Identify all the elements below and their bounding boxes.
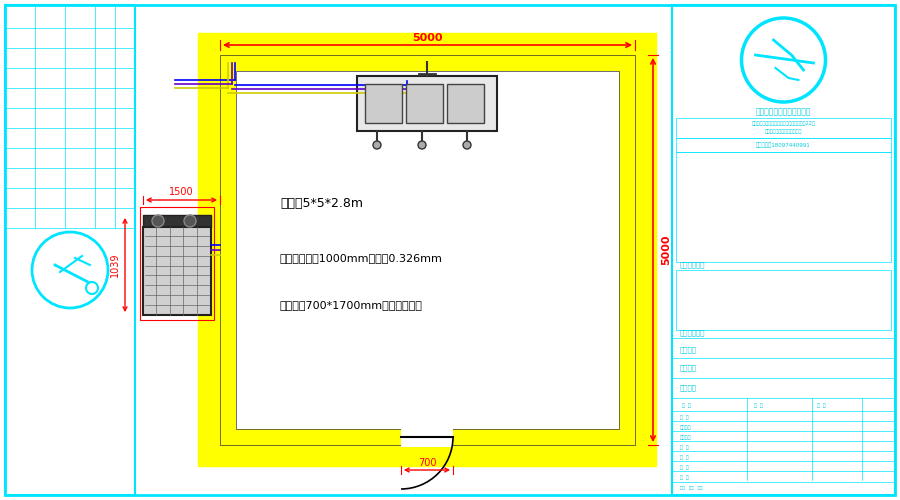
Bar: [357, 76, 497, 131]
Text: 组织单位特级: 组织单位特级: [680, 330, 706, 336]
Bar: [220, 55, 635, 445]
Bar: [5, 5, 135, 495]
Text: 1500: 1500: [169, 187, 194, 197]
Circle shape: [373, 141, 381, 149]
Text: 5000: 5000: [412, 33, 443, 43]
Bar: [676, 118, 891, 138]
Text: 建筑名称: 建筑名称: [680, 346, 697, 354]
Text: 工程名称: 工程名称: [680, 364, 697, 372]
Text: 负  责: 负 责: [680, 414, 688, 420]
Text: 安徽广播电视桐城分公司旁边: 安徽广播电视桐城分公司旁边: [765, 130, 802, 134]
Text: 职  责: 职 责: [682, 402, 691, 407]
Circle shape: [184, 215, 196, 227]
Text: 签  号: 签 号: [817, 402, 826, 407]
Bar: [401, 428, 453, 447]
Text: 营业电话：18097440991: 营业电话：18097440991: [756, 142, 811, 148]
Text: 组图负责: 组图负责: [680, 424, 691, 430]
Bar: [236, 71, 619, 429]
Bar: [227, 62, 628, 438]
Bar: [224, 59, 631, 441]
Bar: [226, 61, 629, 439]
Text: 冷库门：700*1700mm聚氮酯半埋门: 冷库门：700*1700mm聚氮酯半埋门: [280, 300, 423, 310]
Bar: [140, 207, 214, 320]
Text: 施工工程图纸: 施工工程图纸: [680, 262, 706, 268]
Bar: [234, 69, 621, 431]
Bar: [222, 57, 633, 443]
Bar: [236, 71, 619, 429]
Text: 校  对: 校 对: [680, 454, 688, 460]
Bar: [406, 84, 443, 123]
Bar: [235, 70, 620, 430]
Bar: [676, 138, 891, 152]
Text: 1039: 1039: [110, 253, 120, 277]
Circle shape: [418, 141, 426, 149]
Bar: [220, 55, 635, 445]
Bar: [229, 64, 626, 436]
Text: 设  计: 设 计: [680, 464, 688, 469]
Text: 安徽万翔制冷设备有限公司: 安徽万翔制冷设备有限公司: [756, 108, 811, 116]
Bar: [365, 84, 402, 123]
Text: 批准   审查   图册: 批准 审查 图册: [680, 486, 703, 490]
Bar: [672, 5, 895, 495]
Bar: [230, 65, 625, 435]
Text: 冷库板：厚度1000mm。铁皮0.326mm: 冷库板：厚度1000mm。铁皮0.326mm: [280, 253, 443, 263]
Text: 5000: 5000: [661, 235, 671, 265]
Text: 审  图: 审 图: [680, 444, 688, 450]
Bar: [143, 215, 211, 227]
Bar: [220, 55, 635, 445]
Bar: [676, 270, 891, 330]
Bar: [676, 152, 891, 262]
Bar: [223, 58, 632, 442]
Bar: [232, 67, 623, 433]
Bar: [221, 56, 634, 444]
Text: 尺寸：5*5*2.8m: 尺寸：5*5*2.8m: [280, 196, 363, 209]
Bar: [225, 60, 630, 440]
Bar: [143, 227, 211, 315]
Bar: [228, 63, 627, 437]
Text: 700: 700: [418, 458, 436, 468]
Text: 地址：安徽省安庆市桐城经济开发区创业园22号: 地址：安徽省安庆市桐城经济开发区创业园22号: [752, 122, 815, 126]
Bar: [233, 68, 622, 432]
Text: 制  图: 制 图: [680, 474, 688, 480]
Text: 图纸名称: 图纸名称: [680, 384, 697, 392]
Bar: [220, 55, 635, 445]
Text: 专业负责: 专业负责: [680, 434, 691, 440]
Bar: [447, 84, 484, 123]
Bar: [231, 66, 624, 434]
Text: 姓  名: 姓 名: [754, 402, 763, 407]
Circle shape: [463, 141, 471, 149]
Circle shape: [152, 215, 164, 227]
